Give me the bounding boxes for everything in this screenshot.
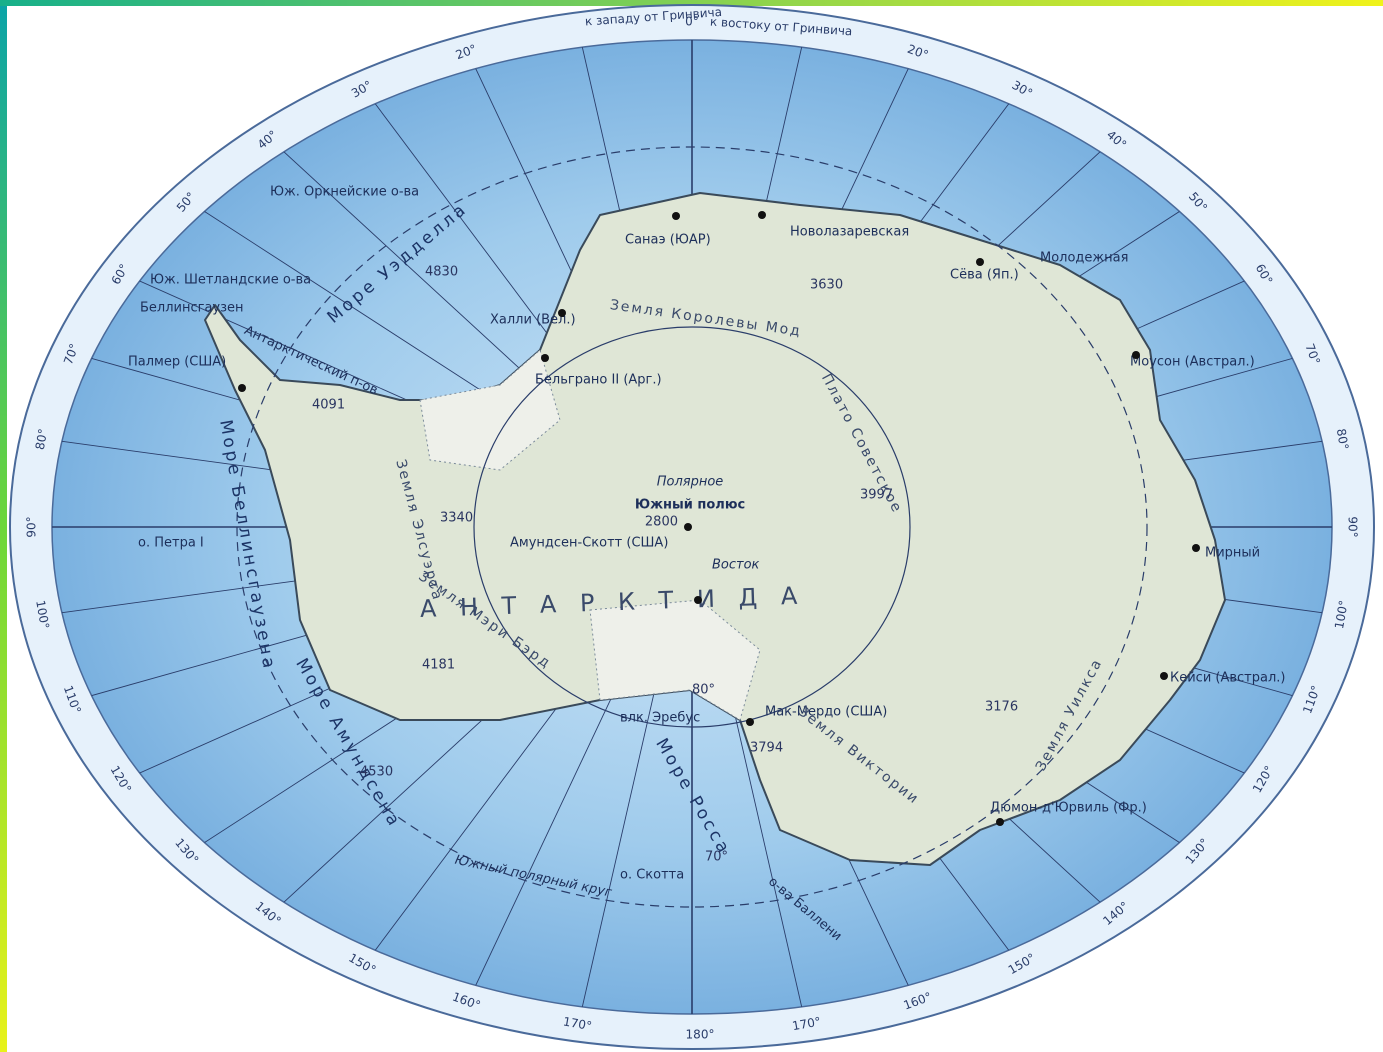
place: влк. Эребус	[620, 711, 700, 726]
station-dot	[746, 718, 754, 726]
station-dot	[541, 354, 549, 362]
place: Сёва (Яп.)	[950, 268, 1019, 283]
parallel-label: 80°	[692, 683, 715, 698]
station-dot	[976, 258, 984, 266]
parallel-80	[473, 326, 911, 728]
parallel-label: 70°	[705, 850, 728, 865]
degree-label: 70°	[61, 342, 81, 367]
place: Мак-Мердо (США)	[765, 705, 887, 720]
degree-label: 80°	[1334, 428, 1351, 451]
place: Дюмон-д'Юрвиль (Фр.)	[990, 801, 1147, 816]
place: Халли (Вел.)	[490, 313, 576, 328]
degree-label: 90°	[1346, 516, 1360, 537]
station-dot	[996, 818, 1004, 826]
top-border	[0, 0, 1383, 6]
place: Санаэ (ЮАР)	[625, 233, 711, 248]
degree-bottom: 180°	[686, 1028, 715, 1042]
station-dot	[1132, 351, 1140, 359]
place: Кейси (Австрал.)	[1170, 671, 1285, 686]
height: 3794	[750, 741, 783, 756]
polar-circle	[236, 146, 1148, 908]
station-dot	[1192, 544, 1200, 552]
station-dot	[684, 523, 692, 531]
degree-label: 90°	[25, 516, 39, 537]
place: о. Петра I	[138, 536, 204, 551]
place: Амундсен-Скотт (США)	[510, 536, 668, 551]
place: Юж. Шетландские о-ва	[150, 273, 311, 288]
station-dot	[758, 211, 766, 219]
height: 2800	[645, 515, 678, 530]
degree-label: 170°	[791, 1014, 822, 1033]
place: Моусон (Австрал.)	[1130, 355, 1255, 370]
station-dot	[1160, 672, 1168, 680]
height: 3176	[985, 700, 1018, 715]
height: 4091	[312, 398, 345, 413]
degree-label: 80°	[33, 428, 50, 451]
place: Бельграно II (Арг.)	[535, 373, 662, 388]
degree-label: 170°	[562, 1014, 593, 1033]
degree-label: 70°	[1302, 342, 1322, 367]
ronne-ice-shelf	[419, 349, 561, 471]
station-dot	[672, 212, 680, 220]
left-border	[0, 0, 7, 1052]
place: Палмер (США)	[128, 355, 226, 370]
place: Молодежная	[1040, 251, 1128, 266]
height: 3630	[810, 278, 843, 293]
place: Южный полюс	[635, 498, 745, 513]
place: Новолазаревская	[790, 225, 909, 240]
height: 3340	[440, 511, 473, 526]
place: Восток	[712, 558, 760, 573]
height: 4530	[360, 765, 393, 780]
place: Юж. Оркнейские о-ва	[270, 185, 419, 200]
degree-label: 100°	[33, 599, 52, 630]
station-dot	[558, 309, 566, 317]
place: Мирный	[1205, 546, 1260, 561]
height: 4830	[425, 265, 458, 280]
height: 3997	[860, 488, 893, 503]
station-dot	[238, 384, 246, 392]
degree-label: 100°	[1332, 599, 1351, 630]
place: о. Скотта	[620, 868, 684, 883]
degree-label: 20°	[906, 42, 931, 62]
stations	[238, 211, 1200, 826]
place: Беллинсгаузен	[140, 301, 244, 316]
degree-label: 20°	[454, 42, 479, 62]
place: Полярное	[657, 475, 724, 490]
station-dot	[694, 596, 702, 604]
height: 4181	[422, 658, 455, 673]
header-zero: 0°	[685, 15, 699, 29]
